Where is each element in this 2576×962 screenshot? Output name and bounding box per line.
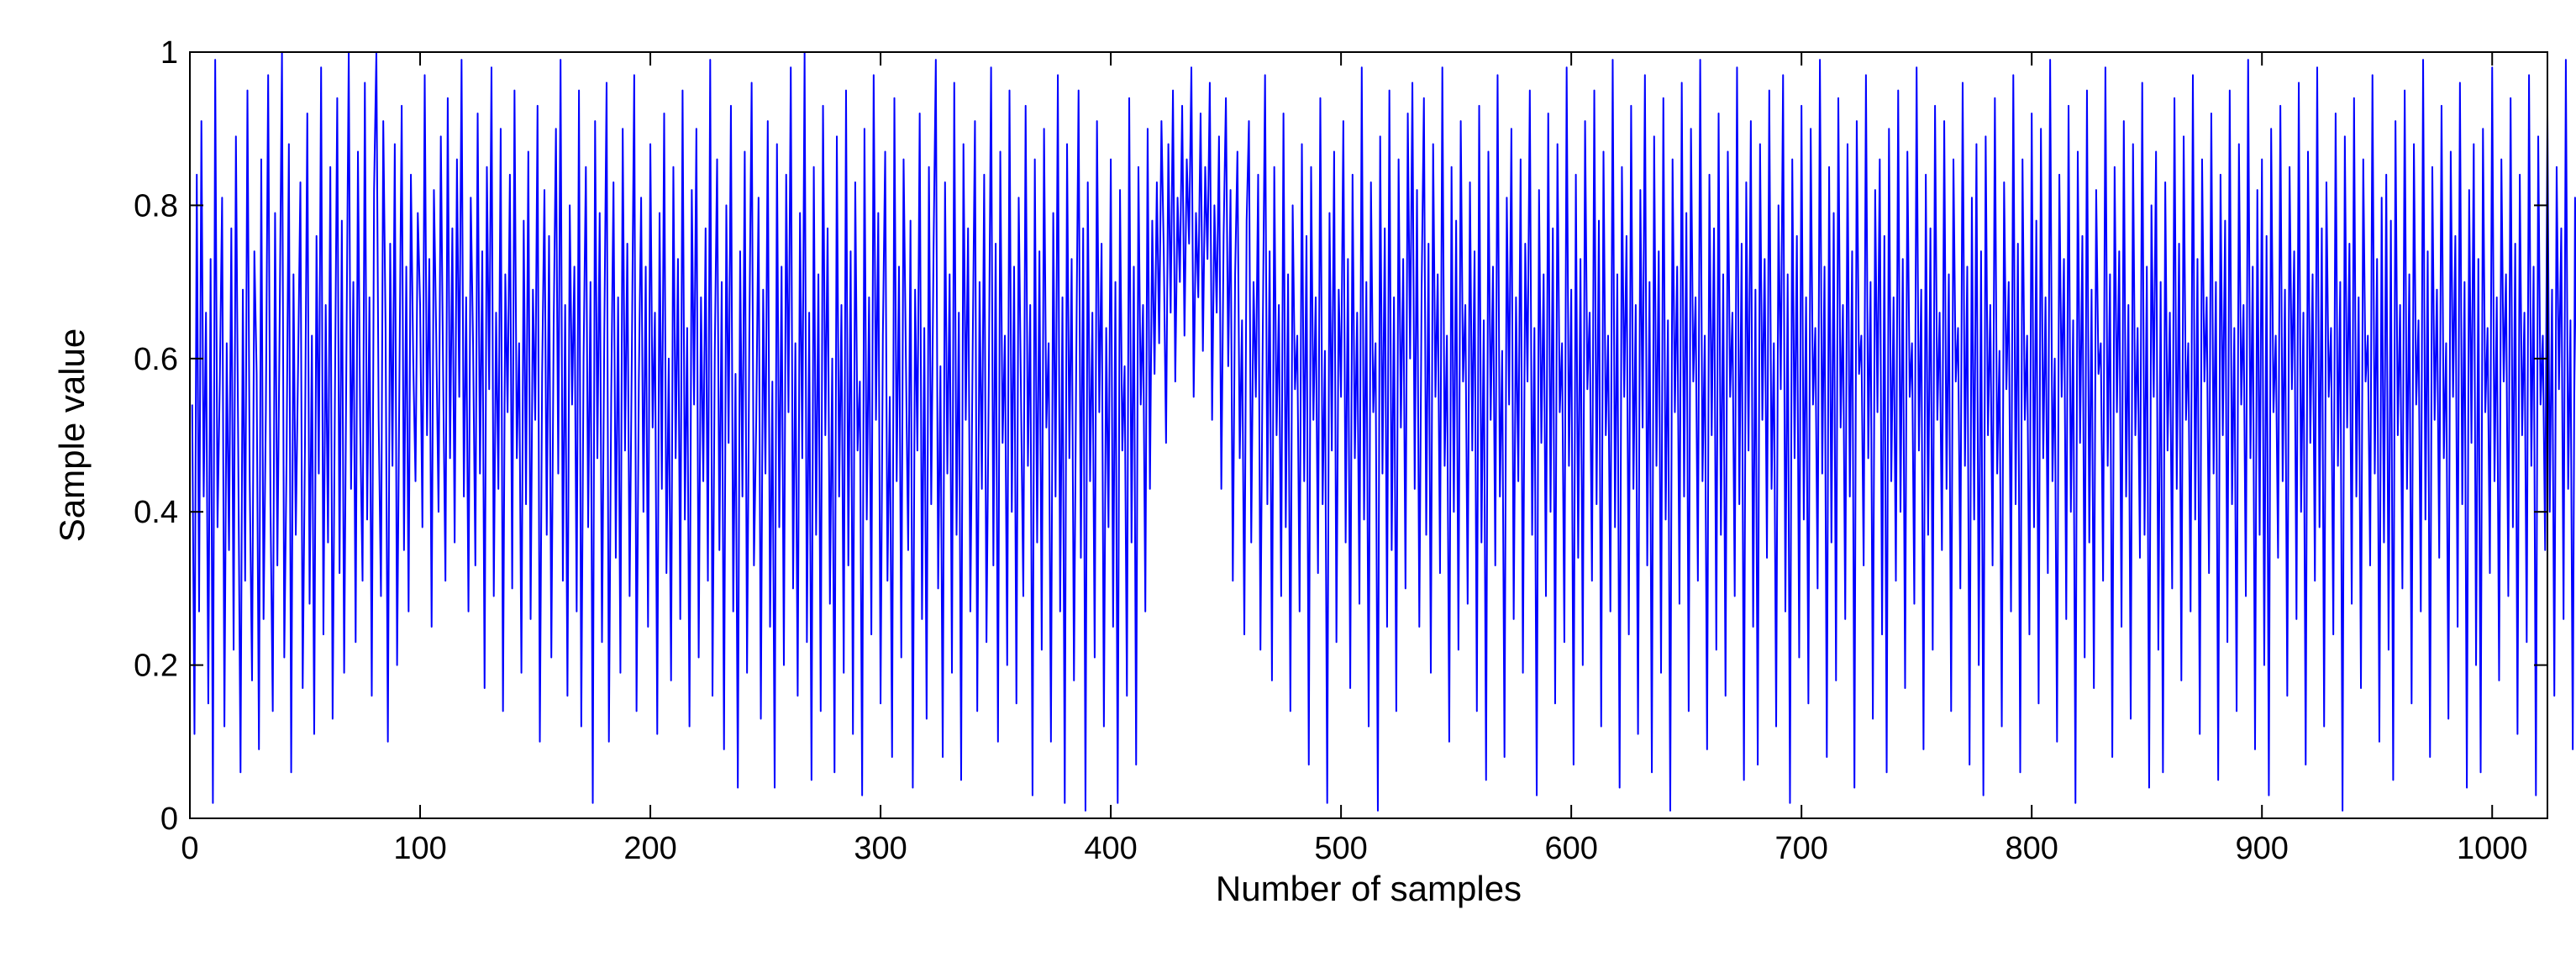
x-axis: 0 100 200 300 400 500 600 700 800 900 1000 [181,52,2528,866]
x-tick-label: 800 [2005,831,2058,866]
x-tick-label: 0 [181,831,198,866]
x-tick-label: 300 [854,831,907,866]
y-tick-label: 0 [160,802,178,837]
y-tick-label: 0.6 [134,342,178,377]
series-layer [191,51,2576,812]
x-tick-label: 600 [1544,831,1597,866]
x-tick-label: 500 [1314,831,1367,866]
y-tick-label: 0.8 [134,188,178,223]
x-tick-label: 100 [393,831,446,866]
x-tick-label: 700 [1774,831,1827,866]
x-tick-label: 900 [2236,831,2289,866]
y-tick-label: 0.2 [134,649,178,684]
series-line-1 [191,51,2576,812]
axes-box [189,51,2548,819]
x-axis-title: Number of samples [1216,869,1522,908]
x-tick-label: 400 [1084,831,1137,866]
y-tick-label: 0.4 [134,495,178,530]
x-tick-label: 200 [623,831,676,866]
y-axis: 0 0.2 0.4 0.6 0.8 1 [134,35,2547,837]
y-axis-title: Sample value [52,329,92,542]
x-tick-label: 1000 [2457,831,2528,866]
y-tick-label: 1 [160,35,178,71]
